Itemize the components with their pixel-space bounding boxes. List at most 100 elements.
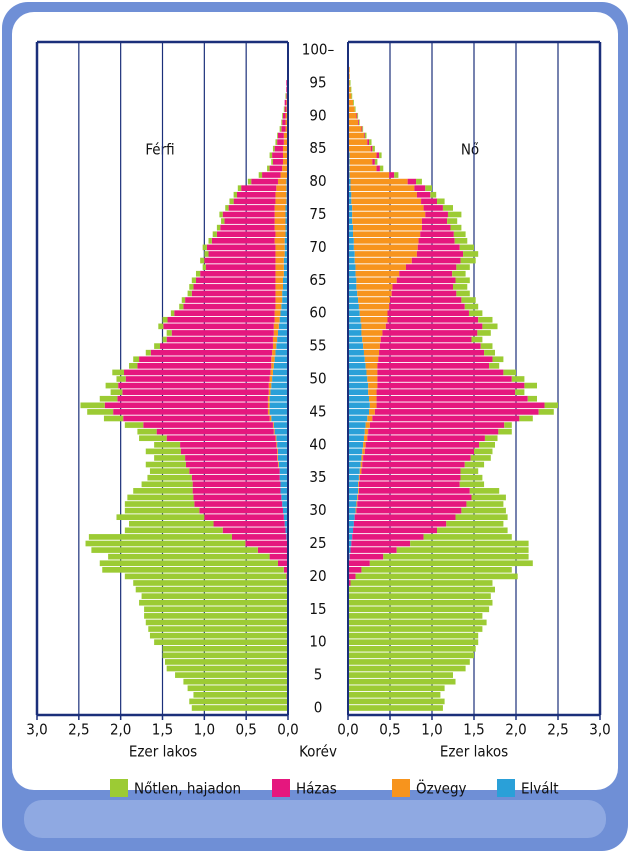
bar-segment [276, 441, 278, 448]
bar-segment [154, 639, 288, 646]
bar-segment [220, 224, 275, 231]
bar-segment [129, 520, 214, 527]
bar-segment [348, 705, 443, 711]
age-label: 20 [309, 567, 326, 585]
bar-segment [206, 264, 276, 270]
bar-segment [363, 343, 380, 349]
bar-segment [349, 152, 377, 159]
bar-segment [274, 205, 286, 211]
bar-segment [437, 198, 445, 205]
bar-segment [348, 435, 364, 442]
bar-segment [270, 389, 288, 395]
bar-segment [208, 251, 276, 257]
bar-segment [352, 534, 424, 540]
bar-segment [228, 205, 275, 211]
bar-segment [377, 382, 525, 389]
bar-segment [361, 566, 512, 573]
bar-segment [460, 468, 479, 474]
bar-segment [471, 336, 483, 343]
bar-segment [145, 349, 151, 356]
bar-segment [469, 488, 500, 494]
bar-segment [376, 152, 380, 159]
bar-segment [272, 152, 283, 159]
bar-segment [456, 264, 470, 270]
bar-segment [447, 218, 458, 224]
bar-segment [348, 698, 445, 705]
bar-segment [285, 126, 288, 132]
bar-segment [357, 290, 392, 297]
bar-segment [348, 191, 352, 198]
bar-segment [174, 310, 275, 317]
bar-segment [348, 119, 359, 126]
bar-segment [262, 172, 281, 178]
bar-segment [357, 112, 359, 119]
bar-segment [376, 165, 380, 172]
bar-segment [354, 514, 456, 521]
bar-segment [350, 580, 493, 586]
bar-segment [348, 652, 474, 659]
bar-segment [379, 343, 481, 349]
bar-segment [348, 310, 360, 317]
bar-segment [285, 231, 288, 238]
age-label: 35 [309, 468, 326, 486]
bar-segment [144, 606, 288, 613]
bar-segment [369, 560, 533, 567]
bar-segment [282, 152, 288, 159]
bar-segment [137, 428, 157, 435]
bar-segment [272, 349, 276, 356]
bar-segment [278, 461, 288, 468]
legend-label: Özvegy [416, 779, 467, 798]
bar-segment [484, 349, 495, 356]
bar-segment [183, 678, 288, 685]
x-tick-label: 0,5 [235, 721, 256, 739]
bar-segment [466, 501, 504, 507]
bar-segment [181, 297, 186, 303]
bar-segment [272, 422, 274, 428]
bar-segment [348, 639, 479, 646]
bar-segment [544, 402, 558, 409]
bar-segment [348, 270, 356, 277]
bar-segment [416, 178, 422, 185]
bar-segment [99, 560, 278, 567]
age-label: 90 [309, 106, 326, 124]
x-tick-label: 2,0 [110, 721, 131, 739]
bar-segment [389, 303, 465, 310]
bar-segment [280, 481, 288, 488]
bar-segment [80, 402, 105, 409]
bar-segment [193, 284, 276, 290]
bar-segment [356, 507, 462, 514]
bar-segment [348, 494, 358, 501]
bar-segment [390, 297, 462, 303]
bar-segment [282, 284, 288, 290]
bar-segment [282, 507, 288, 514]
bar-segment [348, 645, 476, 652]
bar-segment [367, 435, 485, 442]
bar-segment [127, 494, 194, 501]
bar-segment [204, 251, 209, 257]
bar-segment [365, 422, 370, 428]
bar-segment [277, 178, 287, 185]
bar-segment [191, 290, 276, 297]
bar-segment [185, 455, 278, 461]
bar-segment [154, 441, 181, 448]
bar-segment [364, 356, 379, 363]
bar-segment [348, 395, 369, 402]
bar-segment [348, 290, 358, 297]
bar-segment [519, 415, 533, 422]
bar-segment [251, 178, 278, 185]
bar-segment [348, 185, 351, 192]
bar-segment [348, 382, 369, 389]
bar-segment [460, 257, 476, 264]
bar-segment [166, 336, 273, 343]
bar-segment [162, 645, 288, 652]
bar-segment [348, 264, 356, 270]
bar-segment [459, 481, 485, 488]
bar-segment [354, 251, 417, 257]
bar-segment [283, 270, 288, 277]
bar-segment [148, 626, 288, 632]
bar-segment [274, 145, 283, 152]
bar-segment [135, 586, 288, 593]
bar-segment [285, 112, 288, 119]
bar-segment [348, 428, 365, 435]
age-label: 50 [309, 370, 326, 388]
